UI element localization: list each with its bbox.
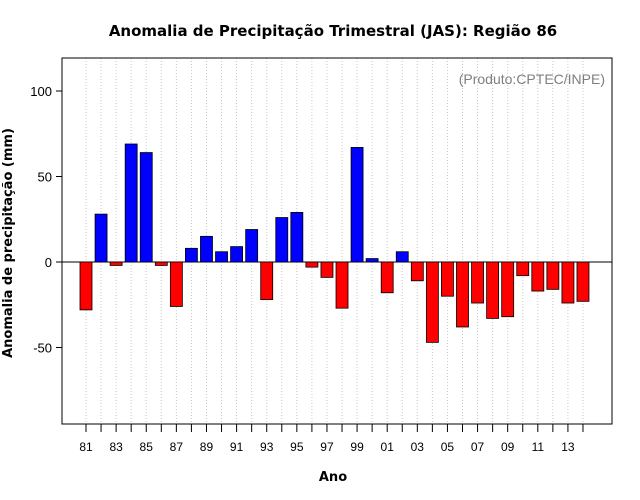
x-tick-label: 89 [200,440,214,454]
bar-14 [576,261,590,302]
bar-99 [350,147,364,263]
bar-11 [531,261,545,292]
bar-82 [94,213,108,263]
bar-10 [516,261,530,277]
x-tick-label: 03 [411,440,425,454]
y-tick-label: -50 [33,341,52,356]
y-axis-title: Anomalia de precipitação (mm) [1,128,16,358]
bar-95 [290,212,304,263]
bar-89 [200,235,213,263]
bar-12 [546,261,560,290]
bar-91 [230,246,244,263]
bar-81 [79,261,93,311]
bar-04 [425,261,439,343]
plot-frame [61,57,613,425]
x-tick-label: 01 [381,440,395,454]
x-tick-label: 87 [170,440,184,454]
y-tick-label: 0 [45,255,52,270]
x-tick-label: 83 [109,440,123,454]
bar-92 [245,229,259,263]
y-tick-label: 50 [38,170,52,185]
bar-83 [109,261,123,266]
bar-93 [260,261,274,301]
product-credit-annotation: (Produto:CPTEC/INPE) [459,71,605,87]
x-tick-label: 11 [532,440,545,454]
x-tick-label: 81 [79,440,93,454]
bar-08 [486,261,500,319]
bar-09 [501,261,515,318]
bar-02 [395,251,409,263]
x-tick-label: 95 [290,440,304,454]
bar-90 [215,251,228,263]
bar-13 [561,261,575,304]
bar-06 [456,261,469,328]
x-tick-label: 93 [260,440,274,454]
y-tick-label: 100 [30,84,52,99]
x-tick-label: 13 [561,440,575,454]
bar-94 [275,217,289,263]
x-axis-title: Ano [319,470,347,485]
bars [79,143,590,343]
x-axis: 81 83 85 87 89 91 93 95 97 99 01 03 05 07 09 11 13 [79,424,584,454]
bar-05 [441,261,454,297]
bar-85 [139,152,153,263]
bar-00 [365,258,379,263]
bar-07 [471,261,484,304]
x-tick-label: 07 [471,440,485,454]
x-tick-label: 91 [230,440,244,454]
bar-03 [410,261,424,282]
x-tick-label: 09 [501,440,515,454]
bar-84 [124,143,138,263]
y-axis: -50 0 50 100 [30,84,62,356]
bar-97 [320,261,334,278]
bar-98 [335,261,349,309]
bar-96 [305,261,319,268]
bar-87 [169,261,183,307]
x-tick-label: 97 [320,440,334,454]
bar-86 [154,261,168,266]
x-tick-label: 85 [140,440,154,454]
bar-88 [185,247,198,263]
bar-01 [380,261,394,294]
vertical-gridlines [85,58,584,424]
chart-title: Anomalia de Precipitação Trimestral (JAS… [109,22,557,40]
x-tick-label: 05 [441,440,455,454]
x-tick-label: 99 [350,440,364,454]
